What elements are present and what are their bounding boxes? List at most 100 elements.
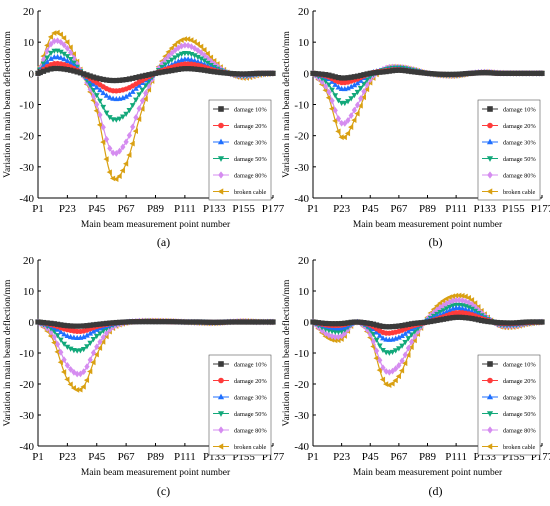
data-point (351, 82, 358, 88)
data-point (191, 39, 197, 45)
legend-label: damage 20% (234, 123, 267, 130)
y-tick-label: 20 (23, 6, 35, 18)
data-point (386, 350, 393, 356)
x-axis-title: Main beam measurement point number (81, 468, 231, 478)
data-point (61, 331, 67, 337)
data-point (68, 365, 74, 373)
y-tick-label: -20 (19, 379, 34, 391)
data-point (64, 332, 71, 339)
data-point (120, 94, 126, 101)
x-axis-title: Main beam measurement point number (81, 220, 231, 230)
data-point (472, 300, 478, 306)
y-tick-label: -30 (294, 410, 309, 422)
data-point (348, 124, 354, 130)
data-point (132, 128, 138, 135)
data-point (376, 367, 382, 374)
legend-label: broken cable (234, 189, 267, 196)
data-point (80, 333, 87, 340)
data-point (123, 138, 129, 146)
data-point (323, 82, 329, 90)
data-point (100, 89, 107, 96)
data-point (84, 363, 90, 370)
data-point (411, 337, 417, 344)
data-point (169, 49, 175, 57)
data-point (123, 160, 129, 167)
y-tick-label: -10 (19, 100, 34, 112)
data-point (142, 96, 148, 102)
data-point (64, 39, 70, 46)
data-point (182, 41, 188, 49)
y-tick-label: -10 (294, 100, 309, 112)
data-point (64, 57, 71, 63)
x-tick-label: P23 (333, 451, 351, 463)
data-point (373, 337, 380, 343)
data-point (398, 367, 405, 374)
y-tick-label: 10 (298, 37, 310, 49)
legend-label: broken cable (503, 444, 536, 451)
data-point (447, 298, 453, 306)
data-point (165, 59, 172, 66)
legend-marker (487, 426, 493, 434)
data-point (123, 111, 129, 117)
y-axis-title: Variation in main beam deflection/mm (2, 31, 13, 178)
legend-marker (218, 122, 224, 129)
legend-marker (487, 377, 493, 384)
data-point (90, 93, 97, 100)
data-point (354, 101, 361, 109)
data-point (319, 327, 325, 334)
data-point (60, 369, 67, 375)
data-point (539, 70, 545, 76)
data-point (97, 98, 103, 104)
x-tick-label: P89 (147, 203, 165, 215)
y-tick-label: -30 (19, 162, 34, 174)
data-point (93, 84, 100, 90)
data-point (133, 85, 139, 91)
data-point (357, 85, 364, 92)
data-point (120, 114, 126, 120)
data-point (87, 340, 94, 346)
legend-marker (217, 138, 225, 145)
data-point (51, 333, 57, 341)
data-point (165, 49, 171, 55)
data-point (61, 41, 67, 49)
series-damage-10- (35, 65, 276, 84)
data-point (270, 70, 276, 76)
data-point (84, 332, 90, 338)
data-point (64, 45, 70, 52)
y-tick-label: 10 (23, 37, 35, 49)
data-point (453, 292, 459, 299)
legend-marker (487, 361, 493, 367)
data-point (51, 37, 57, 45)
data-point (437, 300, 443, 306)
x-tick-label: P155 (502, 203, 525, 215)
data-point (129, 140, 135, 147)
data-point (77, 348, 84, 354)
data-point (412, 333, 418, 340)
data-point (67, 56, 74, 63)
data-point (380, 335, 386, 341)
data-point (97, 338, 103, 346)
data-point (465, 294, 471, 301)
data-point (188, 51, 195, 58)
data-point (40, 56, 47, 63)
y-tick-label: 10 (23, 286, 35, 298)
legend-label: damage 80% (234, 173, 267, 180)
data-point (44, 55, 51, 61)
data-point (402, 340, 409, 346)
data-point (60, 35, 67, 41)
data-point (332, 93, 339, 99)
data-point (207, 54, 214, 61)
data-point (90, 328, 97, 334)
legend-marker (486, 138, 494, 145)
data-point (539, 319, 545, 325)
data-point (472, 303, 478, 311)
data-point (204, 50, 210, 57)
data-point (126, 152, 132, 158)
data-point (188, 56, 195, 62)
data-point (103, 156, 109, 162)
data-point (270, 319, 276, 325)
data-point (345, 85, 351, 91)
x-tick-label: P1 (32, 451, 44, 463)
data-point (67, 346, 74, 352)
